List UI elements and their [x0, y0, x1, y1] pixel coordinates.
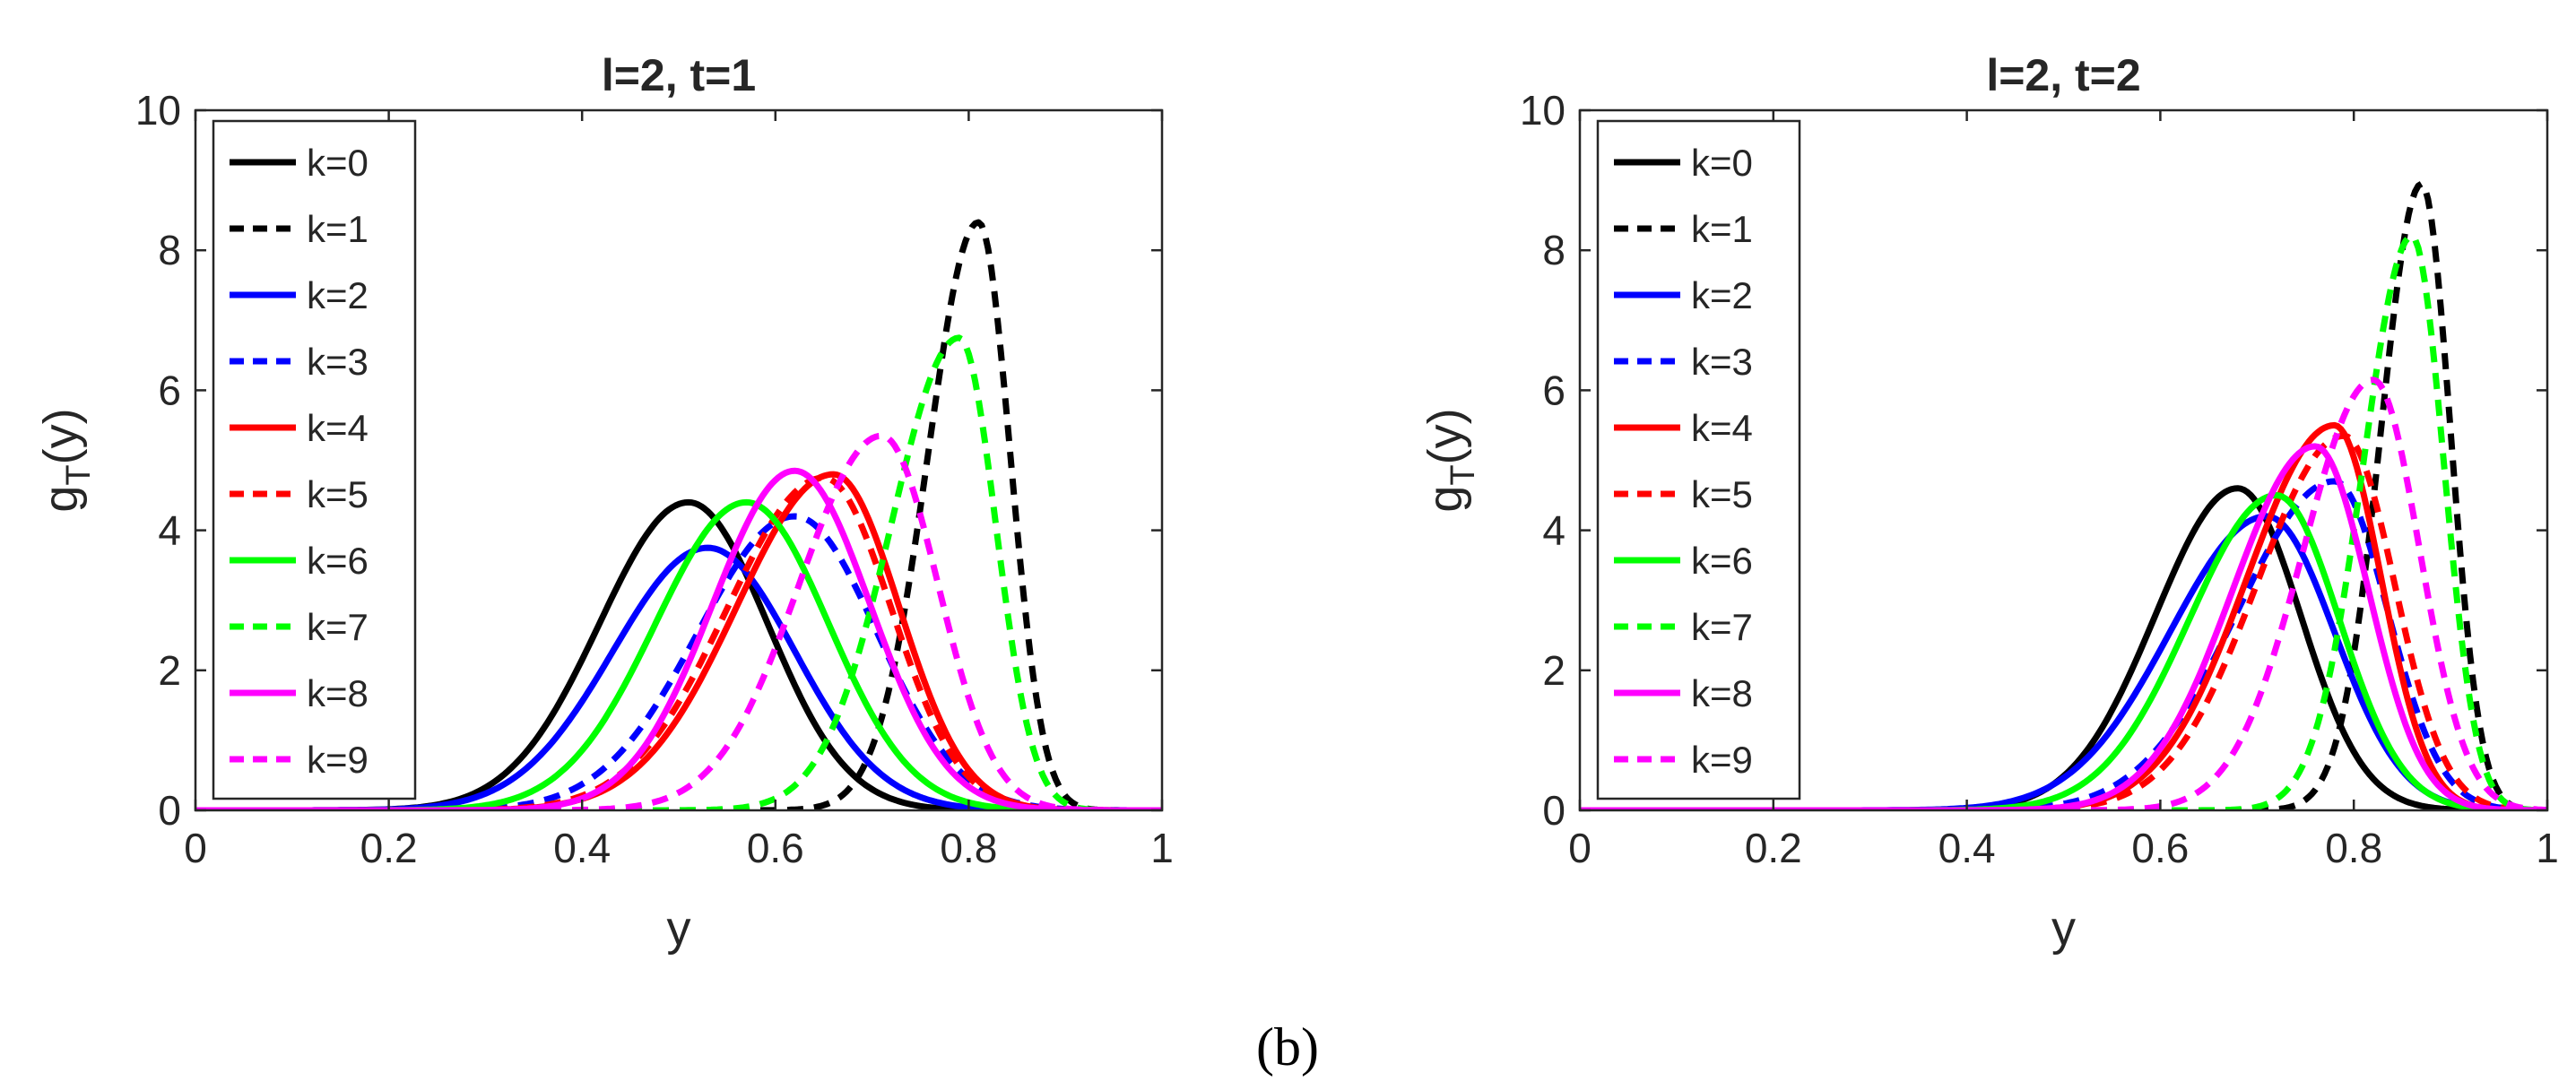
legend-label: k=0: [307, 142, 369, 184]
legend-label: k=5: [1691, 473, 1753, 515]
series-line-k-7: [195, 334, 1162, 810]
legend-label: k=2: [1691, 274, 1753, 316]
axes-box: [194, 108, 1164, 812]
x-tick-label: 0: [1568, 825, 1592, 871]
y-tick-label: 2: [1542, 647, 1566, 694]
legend-label: k=7: [307, 606, 369, 648]
series-line-k-1: [195, 219, 1162, 810]
series-line-k-9: [195, 432, 1162, 810]
y-tick-label: 8: [158, 227, 181, 273]
series-line-k-8: [1580, 443, 2547, 810]
y-axis-label-subscript: T: [1444, 464, 1482, 485]
series-line-k-4: [195, 471, 1162, 810]
y-tick-label: 0: [158, 787, 181, 834]
x-tick-label: 1: [2536, 825, 2559, 871]
chart-title: l=2, t=1: [602, 50, 756, 100]
legend-label: k=8: [1691, 672, 1753, 714]
series-line-k-5: [195, 474, 1162, 810]
x-tick-label: 0.2: [360, 825, 418, 871]
legend-label: k=8: [307, 672, 369, 714]
y-tick-label: 10: [1520, 87, 1566, 134]
x-tick-label: 0.6: [2131, 825, 2189, 871]
y-axis-label-arg: (y): [1418, 408, 1472, 464]
legend-box: [212, 119, 417, 800]
y-tick-label: 6: [158, 367, 181, 413]
y-axis-label: gT(y): [1418, 408, 1482, 512]
series-line-k-8: [195, 467, 1162, 810]
x-tick-label: 0.8: [2325, 825, 2382, 871]
legend-label: k=4: [307, 407, 369, 449]
x-tick-label: 1: [1150, 825, 1174, 871]
y-tick-label: 6: [1542, 367, 1566, 413]
y-tick-label: 0: [1542, 787, 1566, 834]
legend-label: k=3: [1691, 341, 1753, 383]
series-line-k-6: [195, 498, 1162, 810]
legend: k=0 k=1 k=2 k=3 k=4 k=5 k=6 k=7 k=8 k=9: [1596, 119, 1801, 800]
y-axis-label-subscript: T: [60, 464, 98, 485]
y-axis-label-arg: (y): [34, 408, 88, 464]
x-tick-label: 0.4: [553, 825, 611, 871]
figure-caption: (b): [1256, 1017, 1319, 1077]
y-tick-label: 8: [1542, 227, 1566, 273]
legend-label: k=1: [307, 208, 369, 250]
series-line-k-1: [1580, 180, 2547, 810]
legend-label: k=9: [1691, 739, 1753, 781]
series-group: [1580, 180, 2547, 810]
series-line-k-6: [1580, 492, 2547, 810]
x-tick-label: 0.8: [940, 825, 997, 871]
axes-box: [1578, 108, 2549, 812]
legend-label: k=5: [307, 473, 369, 515]
chart-title: l=2, t=2: [1986, 50, 2140, 100]
y-axis-label-base: g: [1418, 486, 1472, 513]
legend-label: k=6: [307, 540, 369, 582]
legend-label: k=0: [1691, 142, 1753, 184]
y-tick-label: 10: [135, 87, 181, 134]
legend-label: k=7: [1691, 606, 1753, 648]
legend-label: k=3: [307, 341, 369, 383]
x-axis-label: y: [667, 902, 691, 956]
x-tick-label: 0.6: [747, 825, 804, 871]
series-line-k-2: [1580, 513, 2547, 810]
legend-box: [1596, 119, 1801, 800]
legend-label: k=2: [307, 274, 369, 316]
legend-label: k=4: [1691, 407, 1753, 449]
legend: k=0 k=1 k=2 k=3 k=4 k=5 k=6 k=7 k=8 k=9: [212, 119, 417, 800]
y-tick-label: 2: [158, 647, 181, 694]
y-axis-label: gT(y): [34, 408, 98, 512]
legend-label: k=9: [307, 739, 369, 781]
series-line-k-3: [195, 513, 1162, 810]
y-tick-label: 4: [1542, 507, 1566, 554]
y-axis-label-base: g: [34, 486, 88, 513]
legend-label: k=6: [1691, 540, 1753, 582]
x-axis-label: y: [2051, 902, 2076, 956]
x-tick-label: 0: [184, 825, 207, 871]
y-tick-label: 4: [158, 507, 181, 554]
x-tick-label: 0.2: [1745, 825, 1802, 871]
x-tick-label: 0.4: [1939, 825, 1996, 871]
legend-label: k=1: [1691, 208, 1753, 250]
